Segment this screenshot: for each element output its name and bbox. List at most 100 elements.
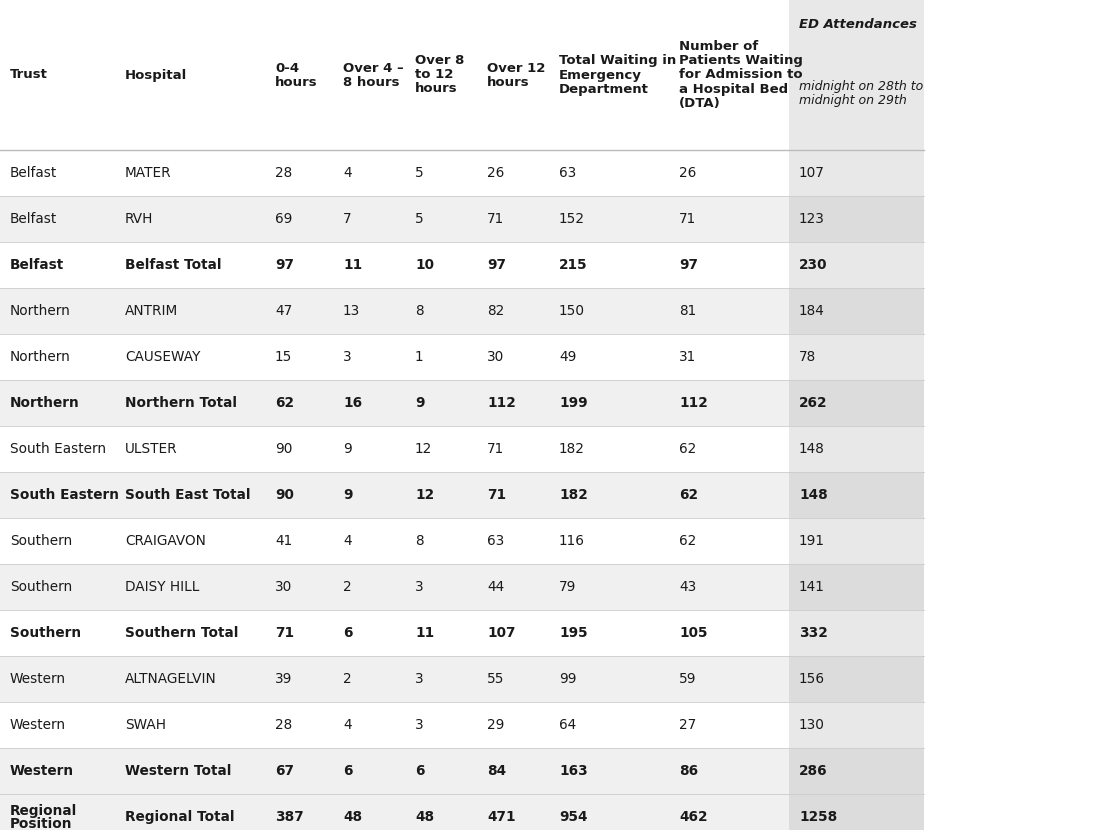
Text: (DTA): (DTA) [679, 96, 721, 110]
Text: 97: 97 [487, 258, 506, 272]
Text: 62: 62 [679, 442, 697, 456]
Text: 195: 195 [559, 626, 587, 640]
Text: 47: 47 [275, 304, 293, 318]
Bar [0, 380, 789, 426]
Bar [789, 242, 924, 288]
Text: 6: 6 [343, 626, 352, 640]
Text: ED Attendances: ED Attendances [799, 18, 917, 31]
Text: Belfast Total: Belfast Total [125, 258, 222, 272]
Text: Northern: Northern [10, 304, 71, 318]
Bar [789, 196, 924, 242]
Text: hours: hours [275, 76, 318, 89]
Text: 4: 4 [343, 718, 352, 732]
Text: to 12: to 12 [415, 69, 454, 81]
Text: Emergency: Emergency [559, 69, 641, 81]
Text: 6: 6 [415, 764, 425, 778]
Text: 2: 2 [343, 580, 352, 594]
Text: Patients Waiting: Patients Waiting [679, 55, 803, 67]
Text: 107: 107 [487, 626, 516, 640]
Text: ANTRIM: ANTRIM [125, 304, 178, 318]
Text: 148: 148 [799, 442, 825, 456]
Text: hours: hours [487, 76, 530, 89]
Text: 112: 112 [487, 396, 516, 410]
Text: 28: 28 [275, 718, 293, 732]
Text: Southern: Southern [10, 534, 72, 548]
Text: 130: 130 [799, 718, 825, 732]
Text: Southern: Southern [10, 626, 81, 640]
Text: 3: 3 [415, 672, 424, 686]
Text: 9: 9 [415, 396, 425, 410]
Text: 191: 191 [799, 534, 825, 548]
Text: 30: 30 [487, 350, 505, 364]
Text: 8 hours: 8 hours [343, 76, 400, 89]
Bar [0, 0, 789, 150]
Text: 387: 387 [275, 810, 304, 824]
Text: 150: 150 [559, 304, 585, 318]
Bar [789, 610, 924, 656]
Text: a Hospital Bed: a Hospital Bed [679, 82, 788, 95]
Text: 30: 30 [275, 580, 293, 594]
Bar [0, 656, 789, 702]
Text: 11: 11 [415, 626, 434, 640]
Text: 230: 230 [799, 258, 828, 272]
Text: 62: 62 [679, 488, 698, 502]
Text: 15: 15 [275, 350, 293, 364]
Text: 62: 62 [275, 396, 294, 410]
Text: Northern Total: Northern Total [125, 396, 237, 410]
Text: 97: 97 [679, 258, 698, 272]
Text: Position: Position [10, 817, 73, 830]
Bar [0, 518, 789, 564]
Text: 4: 4 [343, 534, 352, 548]
Text: 141: 141 [799, 580, 825, 594]
Text: Number of: Number of [679, 41, 758, 53]
Text: 3: 3 [343, 350, 352, 364]
Text: hours: hours [415, 82, 458, 95]
Text: 116: 116 [559, 534, 585, 548]
Text: 90: 90 [275, 442, 293, 456]
Text: 6: 6 [343, 764, 352, 778]
Text: 462: 462 [679, 810, 708, 824]
Text: 215: 215 [559, 258, 587, 272]
Text: 12: 12 [415, 488, 434, 502]
Bar [789, 518, 924, 564]
Text: 29: 29 [487, 718, 505, 732]
Bar [789, 472, 924, 518]
Text: 12: 12 [415, 442, 433, 456]
Text: 107: 107 [799, 166, 825, 180]
Bar [0, 610, 789, 656]
Text: Belfast: Belfast [10, 258, 64, 272]
Text: 199: 199 [559, 396, 587, 410]
Text: 69: 69 [275, 212, 293, 226]
Text: 31: 31 [679, 350, 697, 364]
Bar [0, 564, 789, 610]
Text: CAUSEWAY: CAUSEWAY [125, 350, 200, 364]
Text: 49: 49 [559, 350, 576, 364]
Text: South East Total: South East Total [125, 488, 251, 502]
Bar [789, 150, 924, 196]
Text: 163: 163 [559, 764, 587, 778]
Text: 3: 3 [415, 580, 424, 594]
Text: 16: 16 [343, 396, 362, 410]
Text: Total Waiting in: Total Waiting in [559, 55, 677, 67]
Text: 4: 4 [343, 166, 352, 180]
Bar [789, 42, 924, 145]
Text: 9: 9 [343, 442, 352, 456]
Text: Belfast: Belfast [10, 166, 57, 180]
Text: Western: Western [10, 718, 66, 732]
Bar [0, 288, 789, 334]
Text: CRAIGAVON: CRAIGAVON [125, 534, 205, 548]
Text: 1258: 1258 [799, 810, 837, 824]
Text: 48: 48 [415, 810, 434, 824]
Text: midnight on 29th: midnight on 29th [799, 94, 906, 107]
Text: 84: 84 [487, 764, 506, 778]
Bar [789, 426, 924, 472]
Text: 78: 78 [799, 350, 816, 364]
Text: Western Total: Western Total [125, 764, 232, 778]
Text: 112: 112 [679, 396, 708, 410]
Text: Over 12: Over 12 [487, 61, 545, 75]
Text: 262: 262 [799, 396, 828, 410]
Bar [789, 288, 924, 334]
Text: 67: 67 [275, 764, 294, 778]
Text: 286: 286 [799, 764, 828, 778]
Bar [0, 242, 789, 288]
